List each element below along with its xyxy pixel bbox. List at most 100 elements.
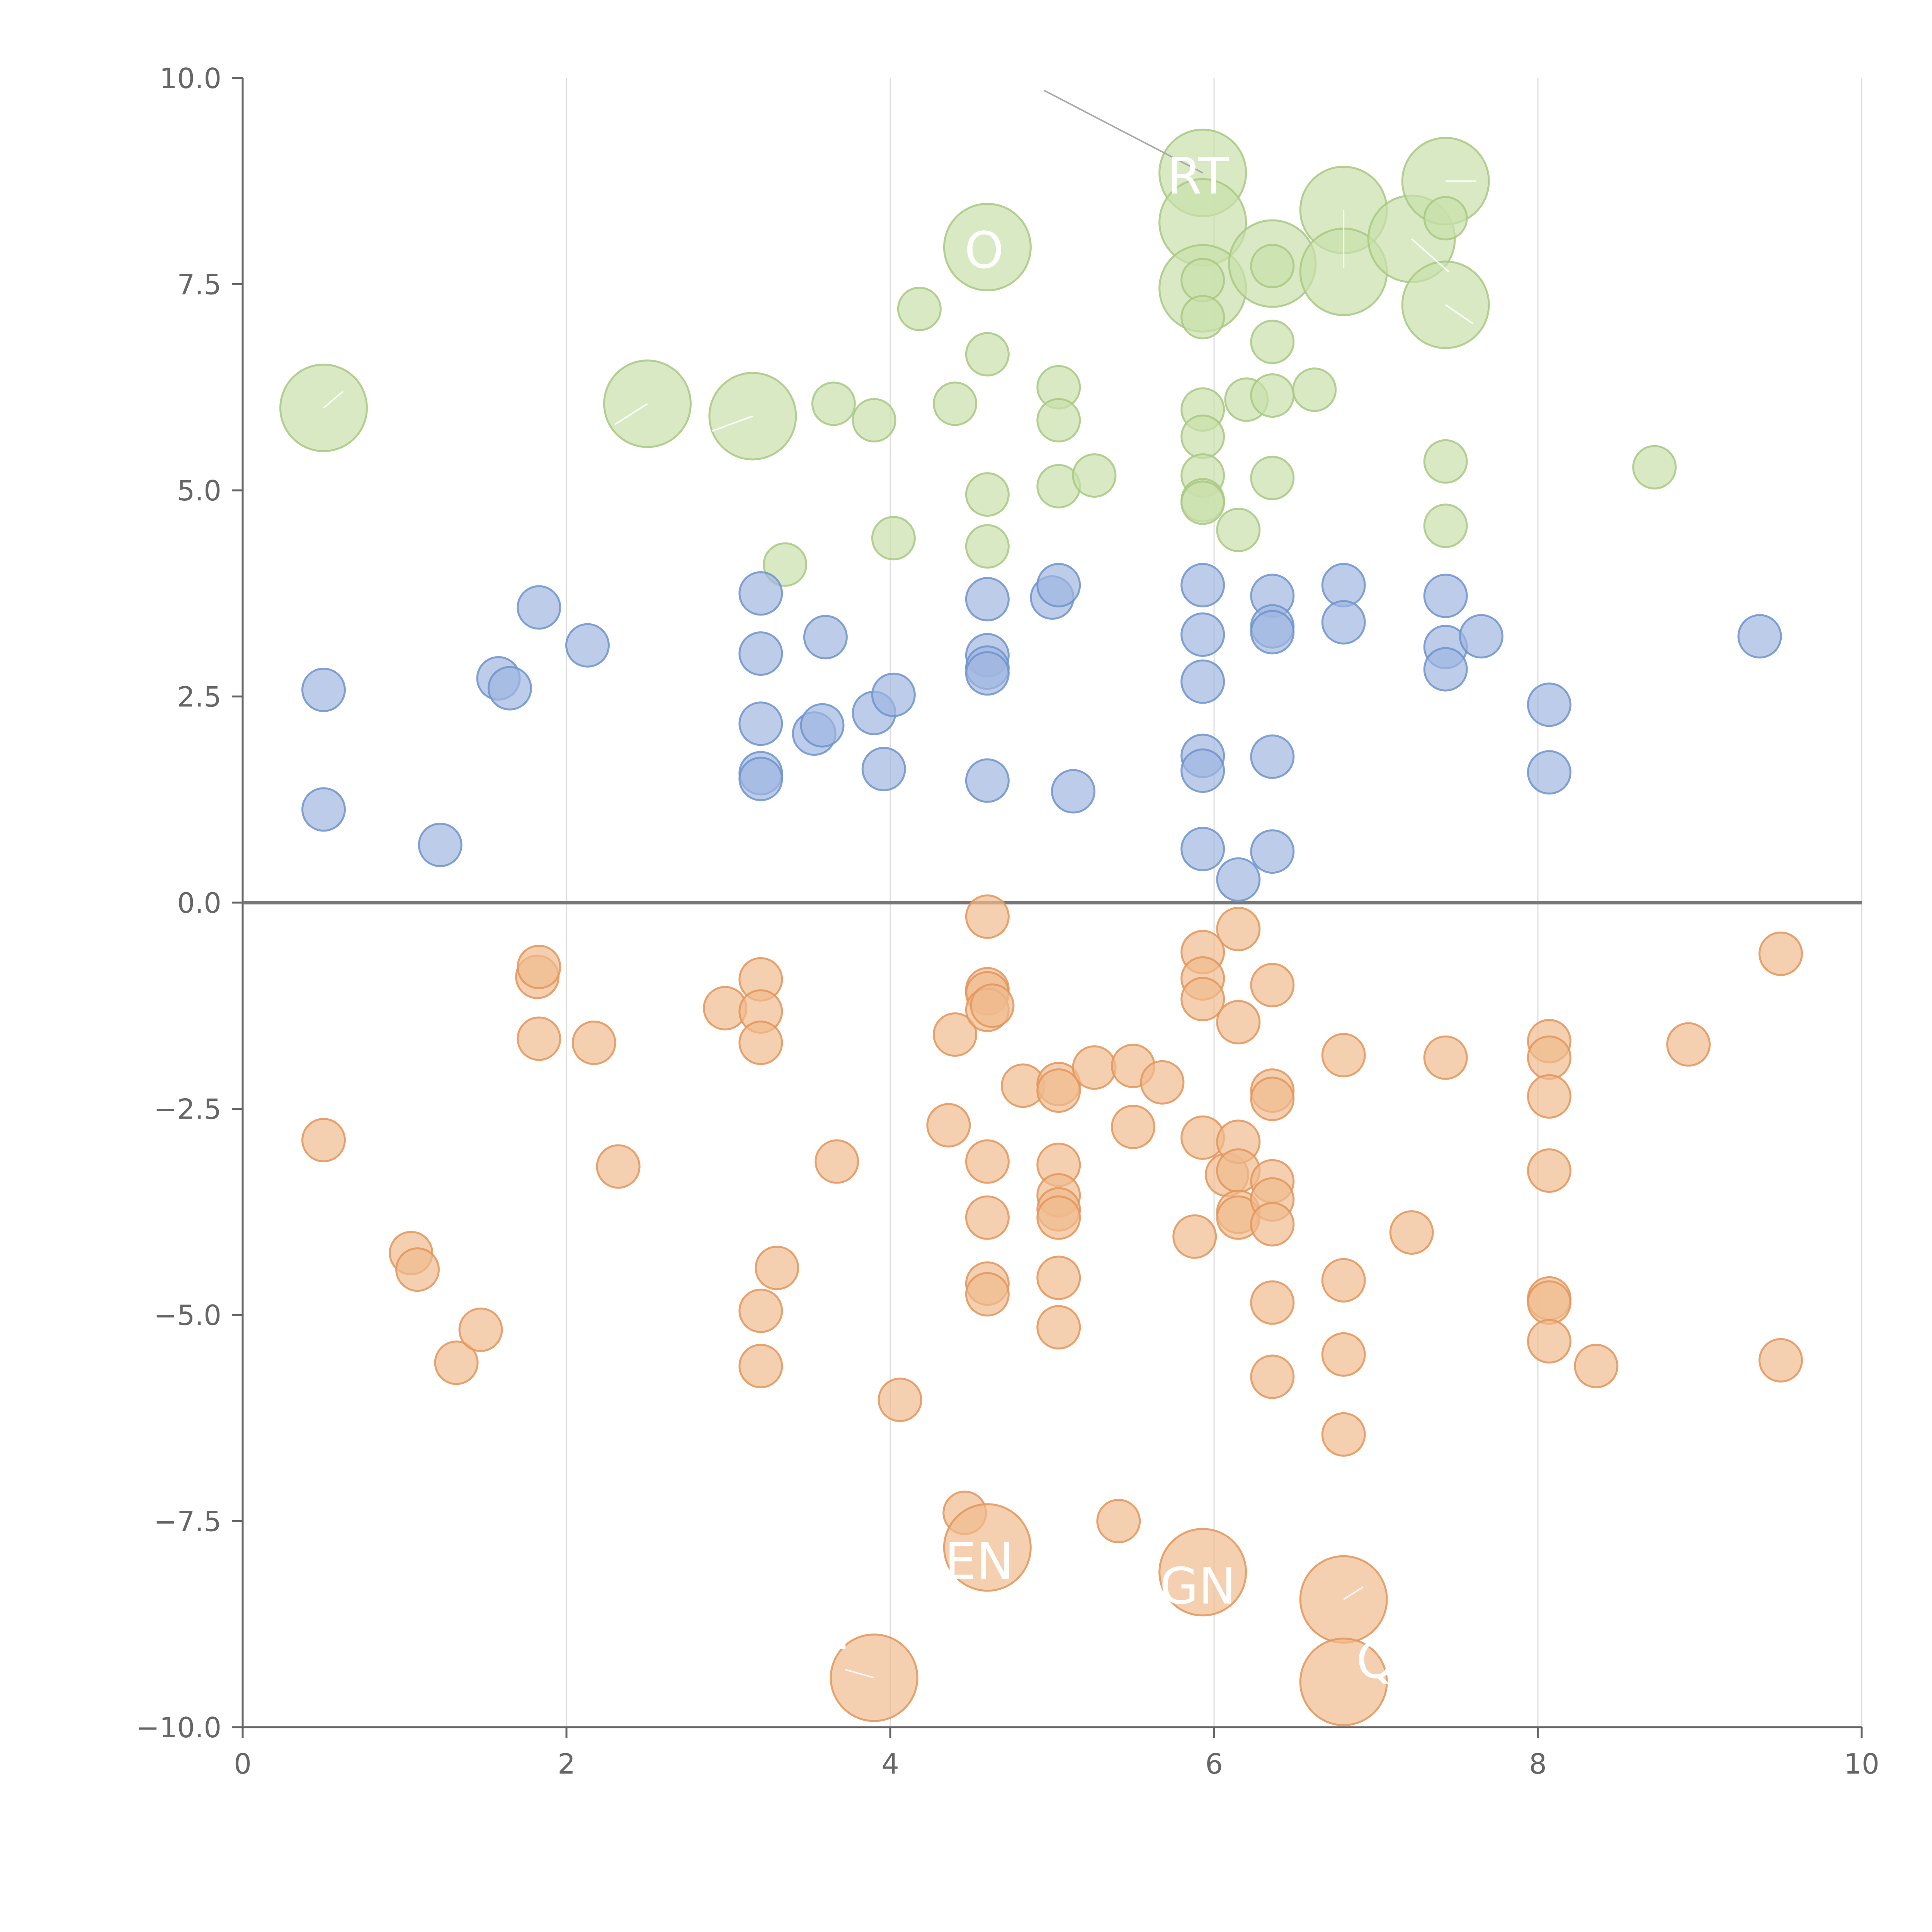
green-point-36 [1250, 320, 1295, 364]
orange-point-38 [1036, 1255, 1081, 1300]
orange-point-83 [1158, 1528, 1247, 1617]
blue-point-26 [1180, 563, 1225, 607]
annotation-label-1: O [964, 221, 1004, 280]
green-point-41 [1423, 439, 1468, 484]
blue-point-5 [517, 585, 561, 630]
blue-point-40 [1423, 573, 1468, 618]
y-tick-label-7: −7.5 [154, 1505, 221, 1538]
leader-layer [323, 90, 1476, 1679]
y-tick-label-4: 0.0 [177, 887, 221, 919]
orange-point-15 [738, 1344, 783, 1388]
orange-point-37 [1036, 1195, 1081, 1240]
y-tick-label-5: −2.5 [154, 1093, 221, 1126]
blue-point-42 [1423, 647, 1468, 692]
orange-point-76 [1527, 1280, 1571, 1325]
x-tick-label-3: 6 [1205, 1748, 1223, 1780]
orange-point-66 [1321, 1258, 1366, 1303]
x-tick-label-4: 8 [1529, 1748, 1547, 1780]
blue-point-7 [738, 571, 783, 616]
orange-point-73 [1527, 1074, 1571, 1119]
blue-point-11 [738, 757, 783, 801]
orange-point-9 [596, 1144, 641, 1189]
leader-line-3 [712, 415, 753, 432]
orange-point-64 [1250, 1354, 1295, 1399]
blue-point-8 [738, 631, 783, 676]
blue-point-17 [871, 672, 916, 717]
orange-point-78 [1574, 1344, 1619, 1388]
orange-point-14 [738, 1288, 783, 1333]
orange-point-26 [970, 983, 1015, 1028]
orange-point-65 [1321, 1033, 1366, 1078]
orange-point-39 [1036, 1305, 1081, 1350]
x-tick-label-0: 0 [234, 1748, 252, 1780]
blue-point-13 [800, 703, 845, 748]
orange-point-20 [933, 1012, 978, 1057]
blue-point-30 [1180, 748, 1225, 793]
blue-point-43 [1459, 614, 1503, 659]
y-tick-label-6: −5.0 [154, 1299, 221, 1332]
green-point-3 [943, 202, 1032, 291]
blue-point-14 [803, 615, 848, 660]
points-layer [279, 128, 1803, 1726]
blue-point-35 [1250, 610, 1295, 655]
y-tick-label-0: 10.0 [160, 62, 221, 95]
blue-point-9 [738, 701, 783, 746]
blue-point-2 [418, 823, 463, 867]
orange-point-74 [1527, 1148, 1571, 1193]
blue-point-18 [965, 577, 1010, 622]
green-point-26 [1180, 258, 1225, 303]
orange-point-28 [965, 1195, 1010, 1240]
blue-point-45 [1527, 750, 1571, 795]
green-point-40 [1423, 196, 1468, 241]
orange-point-69 [1389, 1210, 1434, 1255]
orange-point-67 [1321, 1332, 1366, 1377]
green-point-17 [897, 287, 942, 332]
orange-point-82 [943, 1503, 1032, 1592]
blue-point-27 [1180, 612, 1225, 657]
orange-point-57 [1250, 963, 1295, 1007]
orange-point-86 [1299, 1638, 1388, 1726]
green-point-14 [811, 381, 856, 426]
y-tick-label-2: 5.0 [177, 474, 221, 507]
orange-point-72 [1527, 1035, 1571, 1080]
green-point-19 [965, 332, 1010, 377]
blue-point-16 [861, 747, 906, 791]
blue-point-1 [301, 787, 346, 832]
orange-point-80 [1759, 931, 1803, 976]
blue-point-0 [301, 667, 346, 712]
orange-point-2 [395, 1247, 440, 1292]
orange-point-40 [1072, 1045, 1117, 1090]
x-tick-label-5: 10 [1844, 1748, 1879, 1780]
orange-point-59 [1250, 1077, 1295, 1121]
blue-point-36 [1250, 734, 1295, 779]
orange-point-51 [1216, 906, 1261, 951]
annotation-label-2: C [889, 464, 924, 523]
leader-line-6 [1411, 238, 1449, 272]
leader-line-2 [614, 403, 648, 425]
orange-point-62 [1250, 1202, 1295, 1247]
orange-point-77 [1527, 1319, 1571, 1364]
leader-line-7 [1445, 304, 1474, 325]
leader-line-8 [1343, 1586, 1364, 1600]
annotation-label-6: Q [1356, 1631, 1396, 1690]
orange-point-16 [755, 1245, 799, 1290]
x-tick-label-2: 4 [881, 1748, 899, 1780]
green-point-23 [1036, 398, 1081, 443]
orange-point-44 [1140, 1060, 1185, 1105]
orange-point-43 [1111, 1104, 1155, 1149]
blue-point-32 [1216, 857, 1261, 902]
green-point-39 [1292, 367, 1337, 412]
blue-point-37 [1250, 829, 1295, 874]
orange-point-70 [1423, 1035, 1468, 1080]
orange-point-22 [965, 894, 1010, 939]
axis-layer: 10.0 7.5 5.0 2.5 0.0 −2.5 −5.0 −7.5 −10.0 0 2 4 6 8 10 [136, 62, 1879, 1780]
orange-point-79 [1666, 1022, 1711, 1067]
x-tick-label-1: 2 [558, 1748, 575, 1780]
green-point-16 [871, 516, 916, 561]
blue-point-38 [1321, 563, 1366, 607]
green-point-43 [1632, 445, 1677, 490]
orange-point-8 [571, 1020, 616, 1065]
green-point-37 [1250, 373, 1295, 418]
green-point-15 [852, 398, 896, 443]
